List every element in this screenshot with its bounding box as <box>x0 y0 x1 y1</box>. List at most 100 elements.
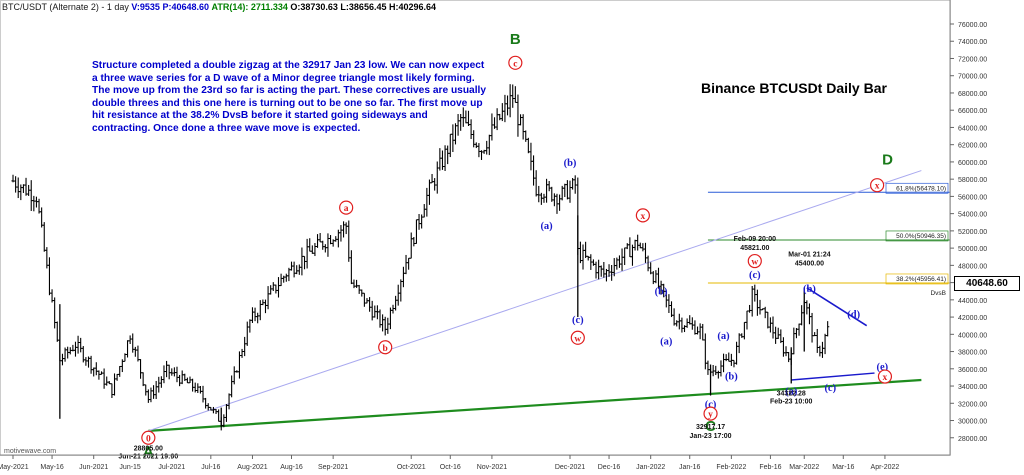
wave-label-intermediate: (b) <box>725 372 738 383</box>
wave-label-circle <box>570 330 585 345</box>
price-annotation: 45400.00 <box>795 260 824 267</box>
x-tick-label: Jun-15 <box>119 464 141 471</box>
x-tick-label: Jul-16 <box>201 464 220 471</box>
volume-value: V:9535 <box>131 2 160 12</box>
x-tick-label: Sep-2021 <box>318 464 348 471</box>
y-tick-label: 30000.00 <box>958 419 987 426</box>
wave-label-minor: x <box>875 182 880 192</box>
wave-label-intermediate: (c) <box>572 315 584 326</box>
wave-label-intermediate: (a) <box>717 331 730 342</box>
wave-label-minor: c <box>513 59 517 69</box>
y-tick-label: 58000.00 <box>958 177 987 184</box>
x-tick-label: Jun-2021 <box>79 464 108 471</box>
y-tick-label: 50000.00 <box>958 246 987 253</box>
wave-label-minor: x <box>883 373 888 383</box>
x-tick-label: Jul-2021 <box>158 464 185 471</box>
wave-label-intermediate: (a) <box>785 386 798 397</box>
fib-label: 50.0%(50946.35) <box>896 233 946 240</box>
y-tick-label: 74000.00 <box>958 39 987 46</box>
wave-label-minor: w <box>574 334 581 344</box>
y-tick-label: 72000.00 <box>958 56 987 63</box>
price-annotation: 28805.00 <box>134 446 163 453</box>
y-tick-label: 48000.00 <box>958 263 987 270</box>
x-axis: May-2021 May-16 Jun-2021 Jun-15 Jul-2021 Jul-… <box>0 454 950 471</box>
wave-label-intermediate: (e) <box>877 362 889 373</box>
wave-label-circle <box>870 178 885 193</box>
current-price-tag: 40648.60 <box>954 276 1020 291</box>
price-annotation: 32917.17 <box>696 424 725 431</box>
x-tick-label: Aug-2021 <box>237 464 267 471</box>
x-tick-label: Jan-2022 <box>636 464 665 471</box>
watermark: motivewave.com <box>4 448 57 455</box>
price-annotation: 34322.28 <box>777 391 806 398</box>
y-tick-label: 42000.00 <box>958 315 987 322</box>
wave-label-circle <box>508 55 523 70</box>
wave-label-circle <box>877 369 893 384</box>
chart-title: Binance BTCUSDt Daily Bar <box>701 80 887 96</box>
wave-label-minor: x <box>641 212 646 222</box>
wave-label-major: A <box>143 444 154 461</box>
wave-label-minor: w <box>751 258 758 268</box>
wave-label-intermediate: (b) <box>655 286 668 297</box>
y-tick-label: 40000.00 <box>958 332 987 339</box>
x-tick-label: Oct-16 <box>440 464 461 471</box>
y-tick-label: 66000.00 <box>958 108 987 115</box>
wave-label-intermediate: (a) <box>540 221 553 232</box>
trendline-e-target-line <box>791 372 875 381</box>
wave-label-minor: y <box>708 410 713 420</box>
y-tick-label: 54000.00 <box>958 212 987 219</box>
wave-label-circle <box>703 406 718 421</box>
y-tick-label: 64000.00 <box>958 125 987 132</box>
chart-header: BTC/USDT (Alternate 2) - 1 day V:9535 P:… <box>2 2 436 12</box>
y-tick-label: 62000.00 <box>958 143 987 150</box>
price-value: P:40648.60 <box>162 2 209 12</box>
y-tick-label: 28000.00 <box>958 436 987 443</box>
y-tick-label: 70000.00 <box>958 74 987 81</box>
price-annotation: Feb-09 20:00 <box>734 236 777 243</box>
wave-label-intermediate: (a) <box>660 336 673 347</box>
wave-label-intermediate: (c) <box>749 270 761 281</box>
x-tick-label: Nov-2021 <box>477 464 507 471</box>
wave-label-major: B <box>510 31 521 48</box>
fib-label-box <box>885 273 949 285</box>
fib-reference-label: DvsB <box>930 290 946 297</box>
wave-label-minor: b <box>383 344 388 354</box>
wave-label-circle <box>635 208 650 223</box>
y-tick-label: 52000.00 <box>958 229 987 236</box>
wave-label-circle <box>747 253 762 269</box>
x-tick-label: Aug-16 <box>280 464 303 471</box>
wave-label-intermediate: (b) <box>564 158 577 169</box>
wave-label-intermediate: (d) <box>847 310 860 321</box>
wave-label-intermediate: (b) <box>803 284 816 295</box>
y-tick-label: 60000.00 <box>958 160 987 167</box>
x-tick-label: Dec-2021 <box>555 464 585 471</box>
trendline-d-target-line <box>806 287 868 327</box>
x-tick-label: Dec-16 <box>598 464 621 471</box>
fibonacci-levels: 61.8%(56478.10) 50.0%(50946.35) 38.2%(4595… <box>707 182 950 297</box>
y-tick-label: 36000.00 <box>958 367 987 374</box>
trendlines <box>148 170 922 432</box>
price-annotation: Feb-23 10:00 <box>770 399 813 406</box>
wave-label-minor: a <box>344 204 349 214</box>
wave-label-circle <box>141 430 156 445</box>
wave-label-intermediate: (c) <box>824 383 836 394</box>
ohl-values: O:38730.63 L:38656.45 H:40296.64 <box>290 2 436 12</box>
analysis-commentary: Structure completed a double zigzag at t… <box>92 60 487 134</box>
x-tick-label: Apr-2022 <box>871 464 900 471</box>
x-tick-label: Mar-2022 <box>789 464 819 471</box>
fib-label-box <box>885 182 949 194</box>
fib-label: 38.2%(45956.41) <box>896 276 946 283</box>
symbol-label: BTC/USDT (Alternate 2) - 1 day <box>2 2 129 12</box>
x-tick-label: May-16 <box>40 464 63 471</box>
y-tick-label: 34000.00 <box>958 384 987 391</box>
price-annotation: Jun-21 2021 19:00 <box>118 453 178 460</box>
wave-label-major: C <box>705 418 716 435</box>
fib-label-box <box>885 230 949 242</box>
y-tick-label: 56000.00 <box>958 194 987 201</box>
trendline-light-channel <box>148 170 922 432</box>
x-tick-label: Feb-2022 <box>716 464 746 471</box>
atr-value: ATR(14): 2711.334 <box>211 2 288 12</box>
wave-label-circle <box>378 340 393 355</box>
ohlc-bars <box>11 84 830 431</box>
